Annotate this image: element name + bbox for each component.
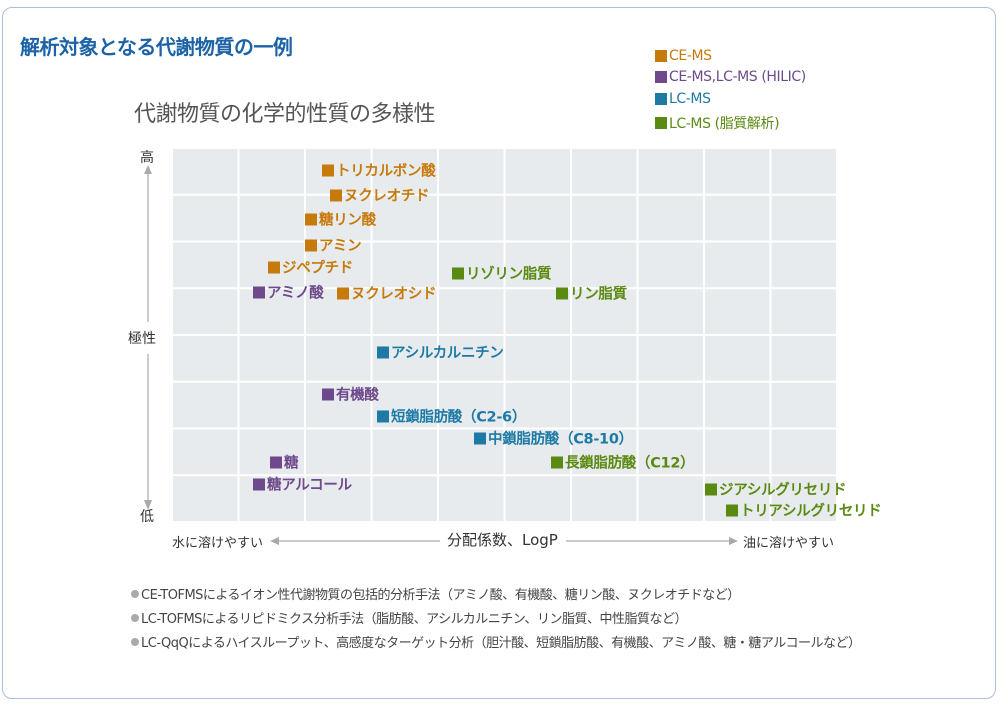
marker-square	[322, 164, 334, 176]
note-lc-tofms: LC-TOFMSによるリピドミクス分析手法（脂肪酸、アシルカルニチン、リン脂質、…	[131, 608, 687, 627]
y-axis-low: 低	[140, 509, 154, 525]
marker-square	[253, 478, 265, 490]
metabolite-lysophospholipid: リゾリン脂質	[452, 263, 552, 284]
marker-square	[253, 286, 265, 298]
metabolite-sugar-alcohol: 糖アルコール	[253, 474, 352, 495]
bullet-icon	[131, 637, 139, 646]
y-axis-high: 高	[140, 150, 154, 166]
legend-hilic: CE-MS,LC-MS (HILIC)	[655, 69, 806, 85]
legend-lipid: LC-MS (脂質解析)	[655, 113, 780, 133]
metabolite-amino-acid: アミノ酸	[253, 282, 324, 303]
card-frame	[2, 7, 996, 699]
legend-swatch	[655, 50, 667, 62]
note-lc-qqq: LC-QqQによるハイスループット、高感度なターゲット分析（胆汁酸、短鎖脂肪酸、…	[131, 632, 861, 651]
marker-square	[551, 456, 563, 468]
marker-square	[270, 456, 282, 468]
marker-square	[305, 213, 317, 225]
metabolite-organic-acid: 有機酸	[322, 384, 379, 405]
plot-area	[172, 148, 837, 522]
metabolite-tricarboxylic-acid: トリカルボン酸	[322, 160, 436, 181]
metabolite-medium-chain-fatty-acid: 中鎖脂肪酸（C8-10）	[474, 428, 633, 449]
marker-square	[322, 388, 334, 400]
marker-square	[337, 287, 349, 299]
chart-subtitle: 代謝物質の化学的性質の多様性	[134, 102, 436, 127]
page-title: 解析対象となる代謝物質の一例	[20, 35, 293, 59]
marker-square	[330, 189, 342, 201]
y-axis-label: 極性	[128, 331, 156, 347]
x-axis-arrow-icon	[270, 537, 738, 545]
legend-ce-ms: CE-MS	[655, 48, 712, 64]
metabolite-acylcarnitine: アシルカルニチン	[377, 342, 504, 363]
marker-square	[268, 261, 280, 273]
metabolite-nucleotide: ヌクレオチド	[330, 185, 430, 206]
marker-square	[452, 267, 464, 279]
marker-square	[377, 410, 389, 422]
metabolite-diacylglyceride: ジアシルグリセリド	[705, 479, 847, 500]
metabolite-amine: アミン	[305, 235, 362, 256]
legend-swatch	[655, 117, 667, 129]
legend-swatch	[655, 93, 667, 105]
metabolite-dipeptide: ジペプチド	[268, 257, 353, 278]
metabolite-sugar-phosphate: 糖リン酸	[305, 209, 376, 230]
x-axis-right: 油に溶けやすい	[743, 536, 835, 551]
marker-square	[305, 239, 317, 251]
marker-square	[705, 483, 717, 495]
metabolite-short-chain-fatty-acid: 短鎖脂肪酸（C2-6）	[377, 406, 526, 427]
metabolite-phospholipid: リン脂質	[556, 283, 627, 304]
metabolite-triacylglyceride: トリアシルグリセリド	[726, 500, 882, 521]
marker-square	[474, 432, 486, 444]
metabolite-nucleoside: ヌクレオシド	[337, 283, 437, 304]
bullet-icon	[131, 589, 139, 598]
metabolite-long-chain-fatty-acid: 長鎖脂肪酸（C12）	[551, 452, 695, 473]
y-axis-arrow-icon	[144, 165, 152, 510]
legend-lc-ms: LC-MS	[655, 91, 711, 107]
marker-square	[556, 287, 568, 299]
metabolite-sugar: 糖	[270, 452, 299, 473]
note-ce-tofms: CE-TOFMSによるイオン性代謝物質の包括的分析手法（アミノ酸、有機酸、糖リン…	[131, 584, 740, 603]
legend-swatch	[655, 71, 667, 83]
bullet-icon	[131, 613, 139, 622]
marker-square	[726, 504, 738, 516]
x-axis-label: 分配係数、LogP	[447, 531, 558, 549]
marker-square	[377, 346, 389, 358]
x-axis-left: 水に溶けやすい	[172, 536, 264, 551]
